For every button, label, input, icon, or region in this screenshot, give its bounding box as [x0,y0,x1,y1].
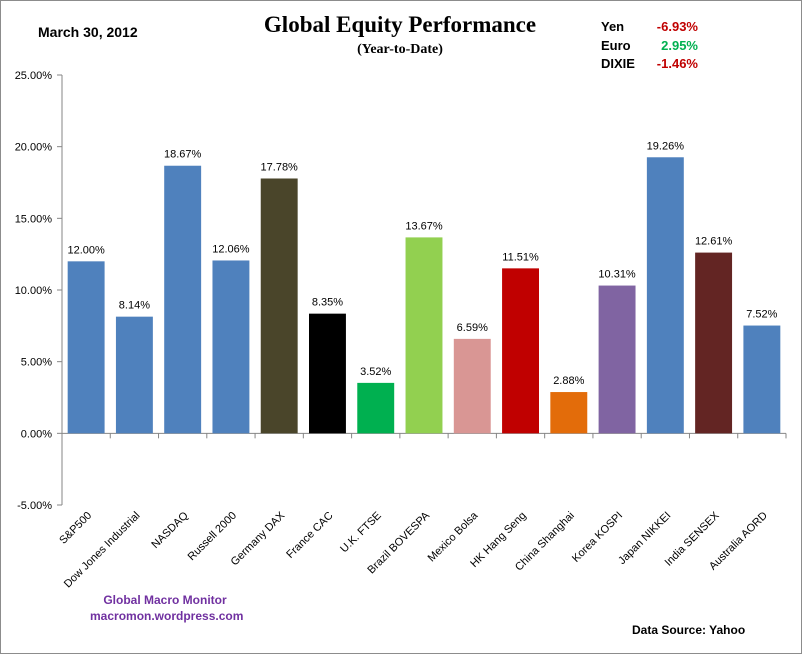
y-tick-label: 5.00% [21,357,52,369]
credit-name: Global Macro Monitor [103,593,227,607]
data-label: 12.06% [212,243,250,255]
bar [67,261,105,434]
data-label: 19.26% [647,140,685,152]
bar [695,252,733,434]
bar [212,260,250,434]
currency-name-euro: Euro [601,38,631,53]
category-label: Russell 2000 [186,510,239,563]
bar [502,268,539,434]
data-label: 7.52% [746,309,777,321]
bar [309,313,346,434]
y-tick-label: -5.00% [17,500,52,512]
bar [115,316,153,434]
bar [550,392,588,434]
chart-subtitle: (Year-to-Date) [357,42,443,57]
currency-value-yen: -6.93% [656,19,698,34]
chart-title: Global Equity Performance [263,12,537,37]
category-label: S&P500 [57,510,94,547]
data-label: 17.78% [261,161,299,173]
currency-value-euro: 2.95% [661,38,698,53]
credit-url: macromon.wordpress.com [90,609,244,623]
chart-date: March 30, 2012 [38,24,138,40]
data-label: 6.59% [457,322,488,334]
currency-name-dixie: DIXIE [601,56,635,71]
data-label: 18.67% [164,149,202,161]
category-label: U.K. FTSE [338,510,384,556]
data-label: 12.61% [695,236,733,248]
y-tick-label: 25.00% [15,70,53,82]
category-label: NASDAQ [149,509,191,551]
category-label: France CAC [284,510,335,561]
y-tick-label: 10.00% [15,285,53,297]
data-source: Data Source: Yahoo [632,623,746,637]
data-label: 11.51% [502,251,539,263]
y-tick-label: 0.00% [21,428,52,440]
data-label: 8.35% [312,297,343,309]
bar [357,382,395,434]
bar [164,165,202,434]
data-label: 12.00% [67,244,105,256]
bar [260,178,298,434]
currency-value-dixie: -1.46% [656,56,698,71]
y-tick-label: 20.00% [15,142,53,154]
data-label: 2.88% [553,375,584,387]
bar [598,285,636,434]
currency-name-yen: Yen [601,19,625,34]
y-tick-label: 15.00% [15,213,53,225]
data-label: 10.31% [598,269,636,281]
data-label: 13.67% [405,220,443,232]
bar [453,338,491,434]
bar [646,157,684,434]
bar [405,237,443,434]
data-label: 8.14% [119,300,150,312]
bar [743,325,781,434]
data-label: 3.52% [360,366,391,378]
